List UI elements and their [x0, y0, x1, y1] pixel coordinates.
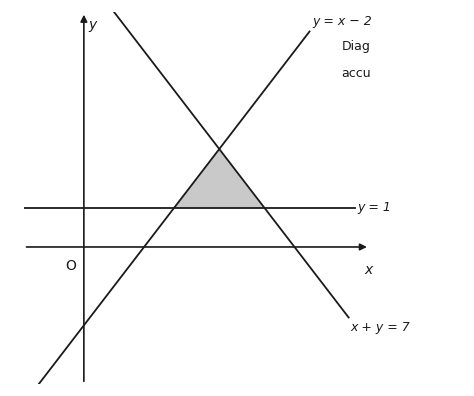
Text: Diag: Diag — [341, 40, 370, 53]
Text: y: y — [88, 18, 97, 32]
Text: O: O — [65, 259, 76, 273]
Text: x: x — [364, 263, 373, 277]
Text: y = x − 2: y = x − 2 — [312, 15, 372, 28]
Polygon shape — [174, 149, 264, 208]
Text: x + y = 7: x + y = 7 — [350, 322, 410, 335]
Text: accu: accu — [341, 67, 371, 80]
Text: y = 1: y = 1 — [358, 201, 392, 214]
